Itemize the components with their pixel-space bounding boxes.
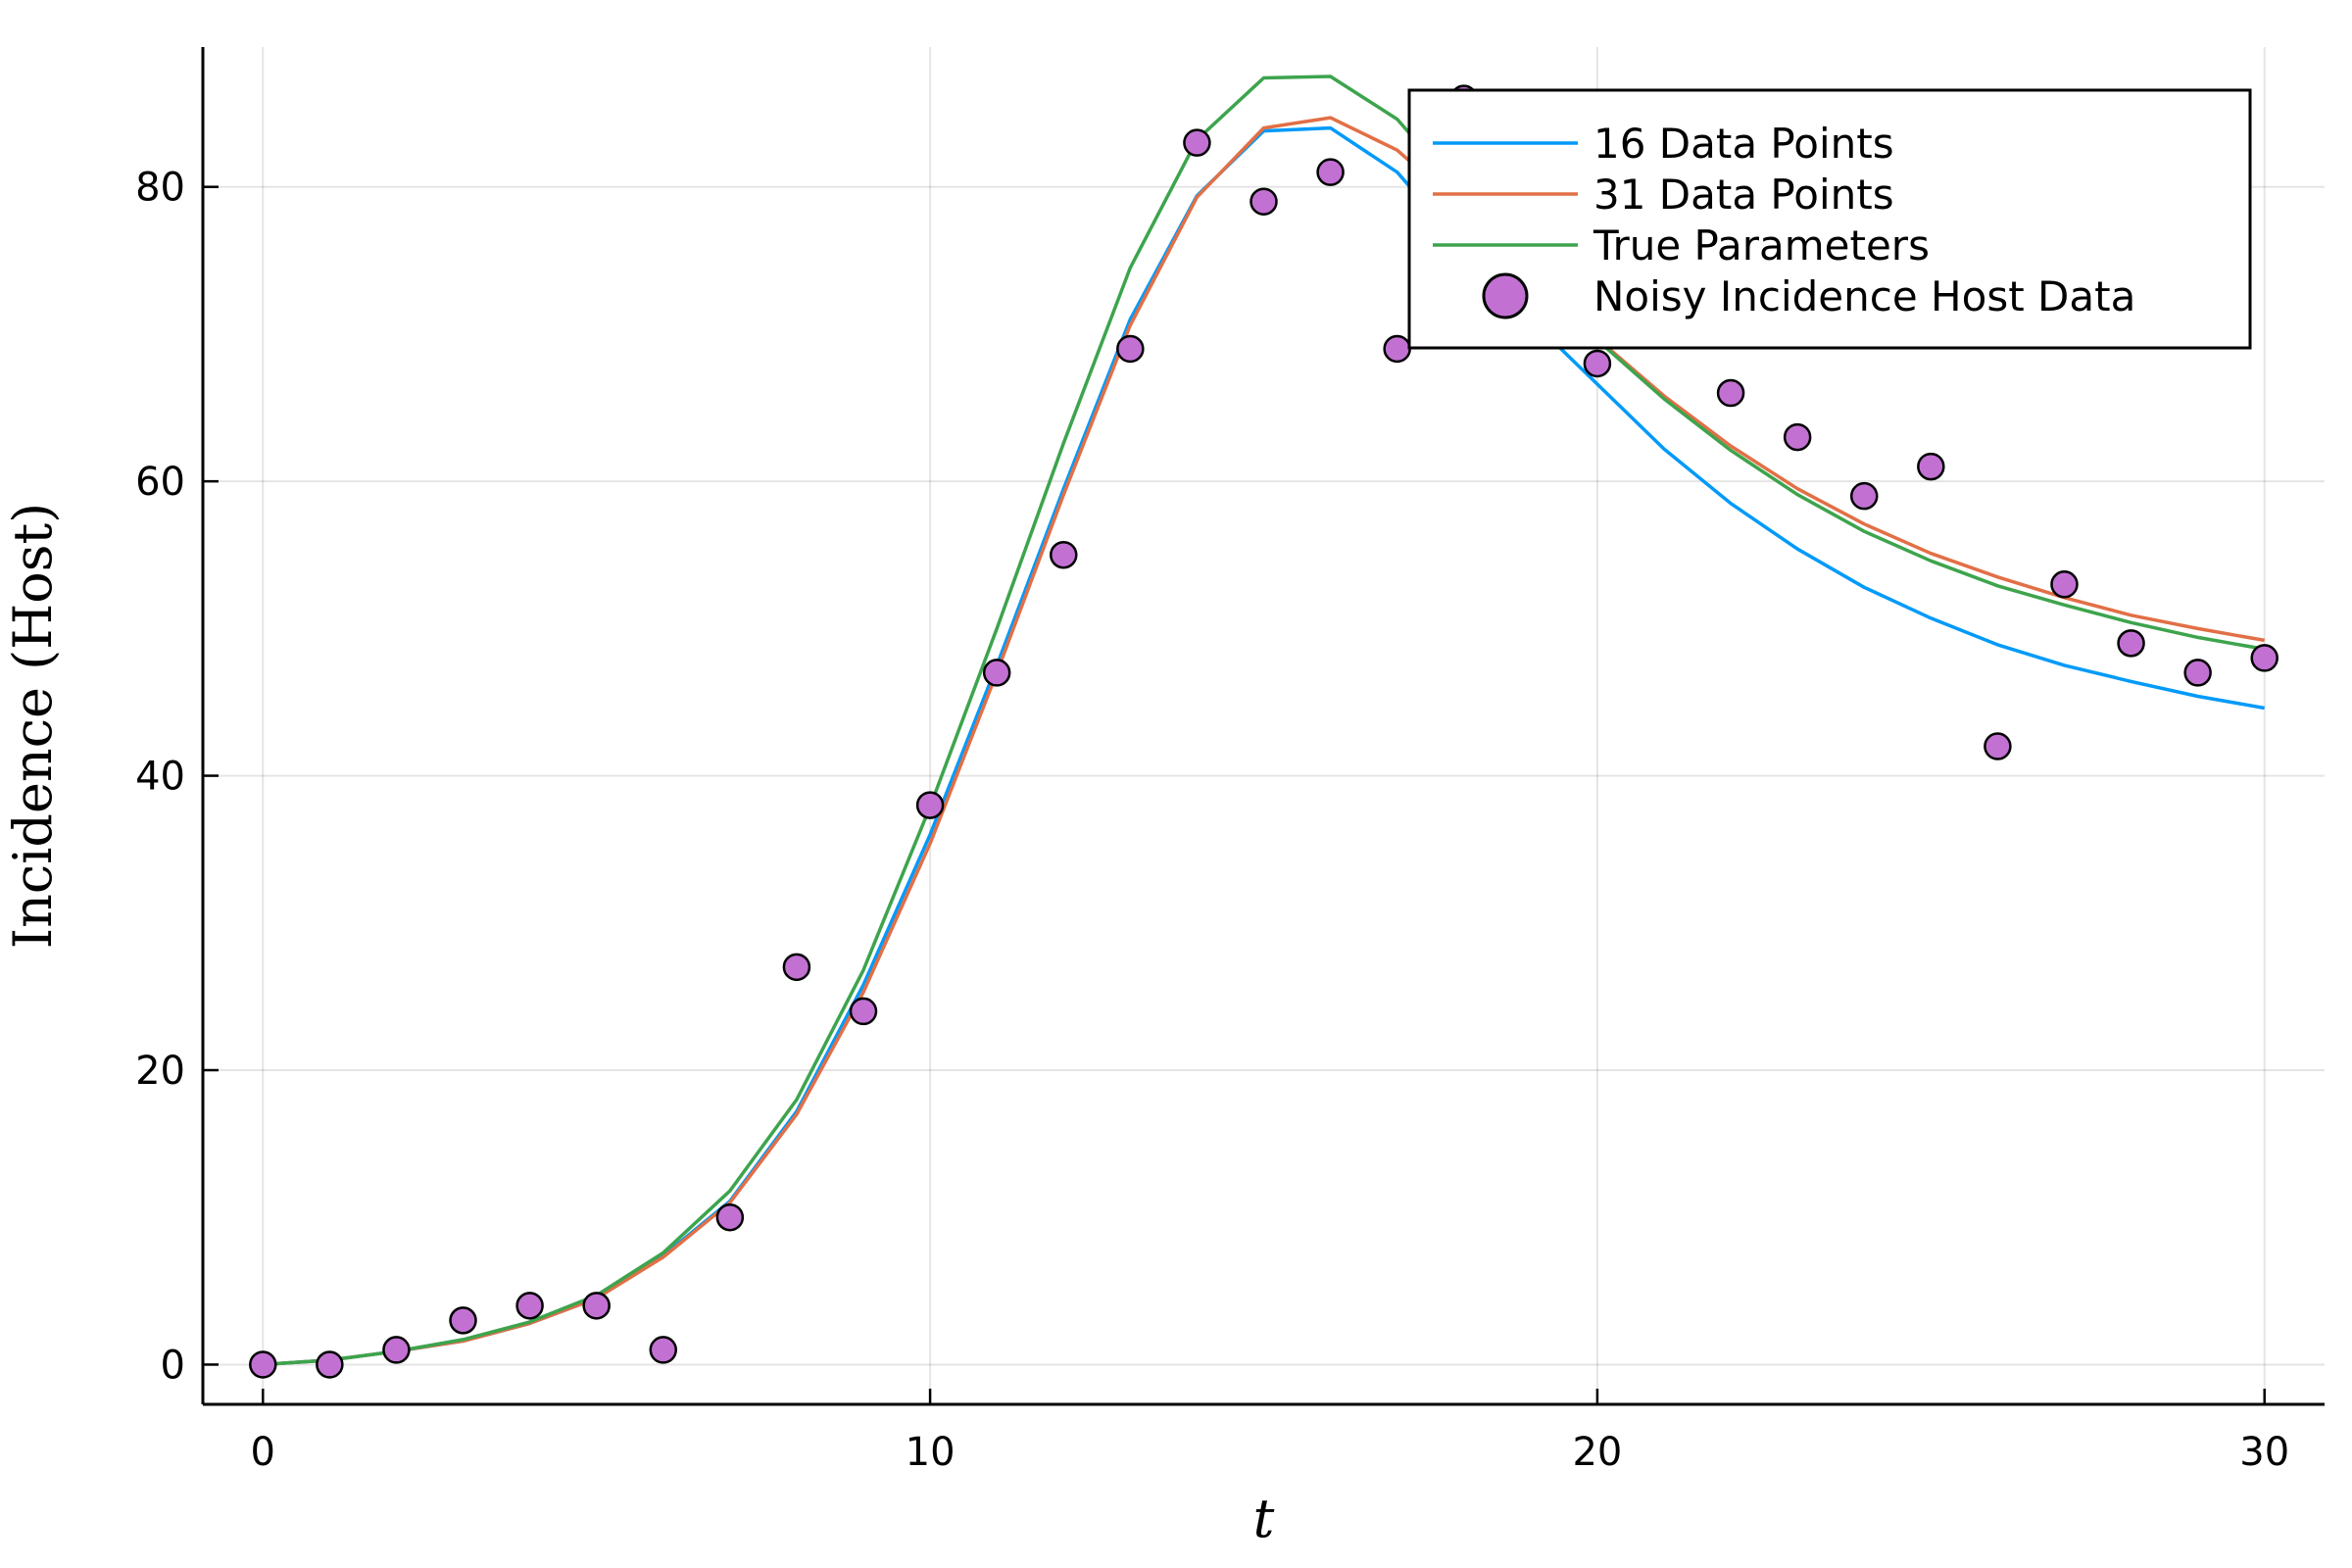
x-tick-label: 0 — [251, 1430, 275, 1475]
data-point — [1116, 334, 1145, 364]
data-point — [2117, 629, 2145, 658]
data-point — [782, 953, 811, 982]
data-point — [1917, 452, 1945, 481]
legend-swatch — [1482, 272, 1529, 319]
ticks: 0 10 20 30 0 20 40 60 80 — [135, 166, 2289, 1475]
legend-label: 31 Data Points — [1593, 171, 1894, 219]
data-point — [649, 1336, 678, 1364]
data-point — [1984, 732, 2012, 760]
y-tick-label: 20 — [135, 1049, 185, 1094]
data-point — [1316, 158, 1345, 186]
data-point — [2250, 644, 2278, 672]
data-point — [1716, 378, 1745, 408]
data-point — [449, 1306, 477, 1335]
data-point — [1583, 349, 1612, 378]
y-axis-title: Incidence (Host) — [2, 503, 64, 949]
legend-label: True Parameters — [1592, 221, 1930, 270]
plot-area — [249, 74, 2278, 1379]
data-point — [582, 1292, 611, 1320]
data-point — [1050, 540, 1078, 569]
x-axis-title: t — [1253, 1488, 1275, 1549]
data-point — [2050, 570, 2079, 599]
x-tick-label: 20 — [1572, 1430, 1622, 1475]
data-point — [2183, 659, 2212, 687]
y-tick-label: 0 — [161, 1343, 185, 1388]
data-point — [1183, 128, 1211, 157]
data-point — [1250, 187, 1278, 216]
axes — [201, 47, 2325, 1406]
data-point — [849, 997, 878, 1026]
data-point — [915, 791, 945, 819]
legend-label: 16 Data Points — [1593, 120, 1894, 168]
data-point — [1383, 334, 1411, 364]
data-point — [1783, 422, 1812, 452]
legend-box — [1407, 88, 2252, 350]
x-tick-label: 10 — [906, 1430, 956, 1475]
data-point — [249, 1350, 277, 1379]
data-point — [316, 1350, 344, 1379]
legend-label: Noisy Incidence Host Data — [1593, 272, 2135, 320]
data-point — [715, 1202, 745, 1232]
y-tick-label: 80 — [135, 166, 185, 211]
data-point — [515, 1292, 544, 1320]
y-tick-label: 60 — [135, 460, 185, 505]
data-point — [982, 659, 1011, 687]
data-point — [1849, 481, 1879, 511]
data-point — [382, 1336, 411, 1364]
y-tick-label: 40 — [135, 755, 185, 800]
x-tick-label: 30 — [2239, 1430, 2289, 1475]
